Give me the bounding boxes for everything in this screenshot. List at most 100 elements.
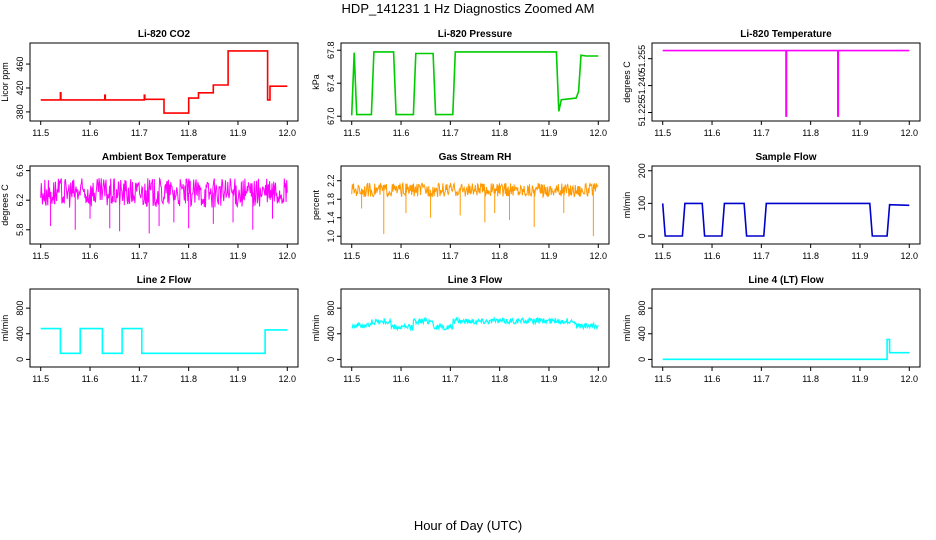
x-tick-label: 11.6 [704,251,721,261]
y-tick-label: 51.240 [637,72,647,100]
panel-4: Ambient Box Temperature degrees C 11.5 11.6… [0,152,299,261]
y-tick-label: 51.225 [637,99,647,127]
x-tick-label: 11.7 [131,251,148,261]
x-tick-label: 11.9 [852,251,869,261]
plot-frame [29,165,299,245]
y-tick-label: 100 [637,196,647,211]
y-tick-label: 0 [637,357,647,362]
x-tick-label: 11.6 [393,128,410,138]
x-tick-label: 11.8 [180,251,197,261]
y-tick-label: 400 [15,326,25,341]
y-axis-label: ml/min [622,315,632,342]
x-tick-label: 11.8 [491,128,508,138]
y-tick-label: 800 [15,301,25,316]
panel-title: Line 4 (LT) Flow [748,275,824,286]
x-tick-label: 11.6 [393,374,410,384]
panel-title: Li-820 Temperature [740,29,832,40]
y-tick-label: 1.0 [326,230,336,243]
y-tick-label: 200 [637,163,647,178]
x-tick-label: 11.5 [32,251,49,261]
y-tick-label: 0 [326,357,336,362]
y-axis-label: Licor ppm [0,62,10,102]
x-tick-label: 11.8 [491,374,508,384]
x-tick-label: 11.8 [802,128,819,138]
panel-3: Li-820 Temperature degrees C 11.5 11.6 11.7 1… [622,29,921,138]
series-line [662,49,910,117]
x-tick-label: 12.0 [590,374,608,384]
x-tick-label: 11.9 [852,128,869,138]
panel-title: Line 3 Flow [448,275,503,286]
plot-frame [29,42,299,122]
series-noise [40,176,288,209]
series-line [40,327,288,355]
y-tick-label: 1.4 [326,211,336,224]
figure-xlabel: Hour of Day (UTC) [413,518,523,533]
x-tick-label: 11.6 [704,374,721,384]
panel-title: Li-820 CO2 [138,29,191,40]
panel-8: Line 3 Flow ml/min 11.5 11.6 11.7 11.8 11.9 12.… [311,275,610,384]
series-line [661,202,910,237]
x-tick-label: 11.6 [704,128,721,138]
x-tick-label: 11.8 [180,374,197,384]
x-tick-label: 12.0 [279,251,297,261]
y-tick-label: 400 [326,326,336,341]
plot-frame [340,288,610,368]
panel-title: Gas Stream RH [439,152,512,163]
panel-9: Line 4 (LT) Flow ml/min 11.5 11.6 11.7 11.8 11… [622,275,921,384]
y-axis-label: ml/min [311,315,321,342]
x-tick-label: 12.0 [901,374,919,384]
y-tick-label: 420 [15,80,25,95]
y-tick-label: 380 [15,104,25,119]
x-tick-label: 11.9 [541,374,558,384]
y-tick-label: 51.255 [637,45,647,73]
x-tick-label: 11.7 [442,374,459,384]
panel-title: Ambient Box Temperature [102,152,227,163]
y-tick-label: 800 [637,301,647,316]
x-tick-label: 11.6 [82,374,99,384]
panel-title: Line 2 Flow [137,275,192,286]
x-tick-label: 11.7 [442,251,459,261]
y-axis-label: degrees C [0,184,10,226]
x-tick-label: 11.5 [32,374,49,384]
x-tick-label: 11.7 [131,374,148,384]
x-tick-label: 11.6 [82,251,99,261]
series-line [662,338,910,361]
x-tick-label: 12.0 [590,251,608,261]
y-tick-label: 5.8 [15,224,25,237]
x-tick-label: 12.0 [590,128,608,138]
x-tick-label: 11.9 [230,251,247,261]
series-line [350,51,599,116]
plot-frame [651,288,921,368]
y-tick-label: 460 [15,57,25,72]
y-tick-label: 67.4 [326,74,336,92]
figure-title: HDP_141231 1 Hz Diagnostics Zoomed AM [341,1,595,16]
x-tick-label: 11.8 [180,128,197,138]
plot-frame [340,165,610,245]
y-tick-label: 400 [637,326,647,341]
y-tick-label: 0 [637,233,647,238]
x-tick-label: 12.0 [279,128,297,138]
plot-frame [651,42,921,122]
panel-2: Li-820 Pressure kPa 11.5 11.6 11.7 11.8 11.9 12… [311,29,610,138]
x-tick-label: 11.9 [541,251,558,261]
x-tick-label: 11.8 [802,251,819,261]
x-tick-label: 11.6 [393,251,410,261]
plot-frame [29,288,299,368]
series-line [351,316,599,332]
series-noise [351,181,599,199]
plot-frame [340,42,610,122]
x-tick-label: 11.6 [82,128,99,138]
x-tick-label: 11.5 [654,374,671,384]
series-line [40,50,288,114]
y-tick-label: 6.6 [15,164,25,177]
x-tick-label: 11.7 [753,374,770,384]
y-tick-label: 800 [326,301,336,316]
x-tick-label: 11.5 [654,128,671,138]
y-tick-label: 1.8 [326,193,336,206]
x-tick-label: 11.7 [753,251,770,261]
y-tick-label: 67.0 [326,107,336,125]
x-tick-label: 11.7 [753,128,770,138]
x-tick-label: 11.5 [343,251,360,261]
y-axis-label: ml/min [622,192,632,219]
